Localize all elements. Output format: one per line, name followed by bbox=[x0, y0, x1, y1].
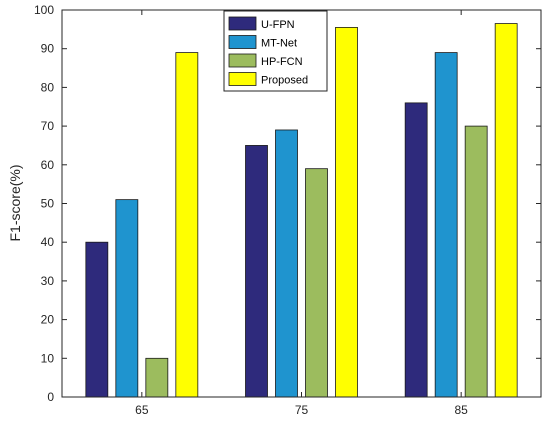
bar-proposed-85 bbox=[494, 23, 518, 398]
y-axis-label: F1-score(%) bbox=[7, 164, 23, 241]
y-tick-label: 40 bbox=[41, 235, 55, 249]
y-tick-label: 20 bbox=[41, 313, 55, 327]
y-tick-label: 50 bbox=[41, 197, 55, 211]
y-tick-label: 30 bbox=[41, 274, 55, 288]
bar-mt-net-75 bbox=[275, 129, 298, 398]
x-tick-label: 75 bbox=[295, 403, 309, 417]
bar-mt-net-65 bbox=[115, 199, 139, 398]
bar-u-fpn-85 bbox=[404, 102, 428, 398]
legend-label: Proposed bbox=[261, 75, 308, 87]
y-tick-label: 0 bbox=[47, 390, 54, 404]
legend-swatch bbox=[228, 16, 257, 31]
bar-proposed-75 bbox=[335, 27, 358, 398]
bar-u-fpn-65 bbox=[85, 241, 109, 398]
y-tick-label: 90 bbox=[41, 42, 55, 56]
bar-hp-fcn-65 bbox=[145, 357, 169, 398]
y-tick-label: 60 bbox=[41, 158, 55, 172]
legend-label: U-FPN bbox=[261, 19, 295, 31]
legend: U-FPN MT-Net HP-FCN Proposed bbox=[223, 10, 328, 92]
legend-label: HP-FCN bbox=[261, 56, 303, 68]
legend-swatch bbox=[228, 72, 257, 86]
bar-proposed-65 bbox=[175, 52, 199, 398]
y-tick-label: 100 bbox=[34, 3, 54, 17]
y-tick-label: 80 bbox=[41, 80, 55, 94]
y-tick-label: 70 bbox=[41, 119, 55, 133]
bar-mt-net-85 bbox=[434, 52, 458, 398]
plot-frame bbox=[61, 9, 542, 398]
x-tick-label: 85 bbox=[454, 403, 468, 417]
bar-hp-fcn-85 bbox=[464, 125, 488, 398]
legend-swatch bbox=[228, 53, 257, 68]
bars-group bbox=[85, 23, 518, 398]
bar-hp-fcn-75 bbox=[305, 168, 328, 398]
legend-swatch bbox=[228, 35, 257, 49]
x-tick-label: 65 bbox=[135, 403, 149, 417]
legend-label: MT-Net bbox=[261, 38, 297, 50]
bar-u-fpn-75 bbox=[245, 145, 268, 398]
y-tick-label: 10 bbox=[41, 351, 55, 365]
